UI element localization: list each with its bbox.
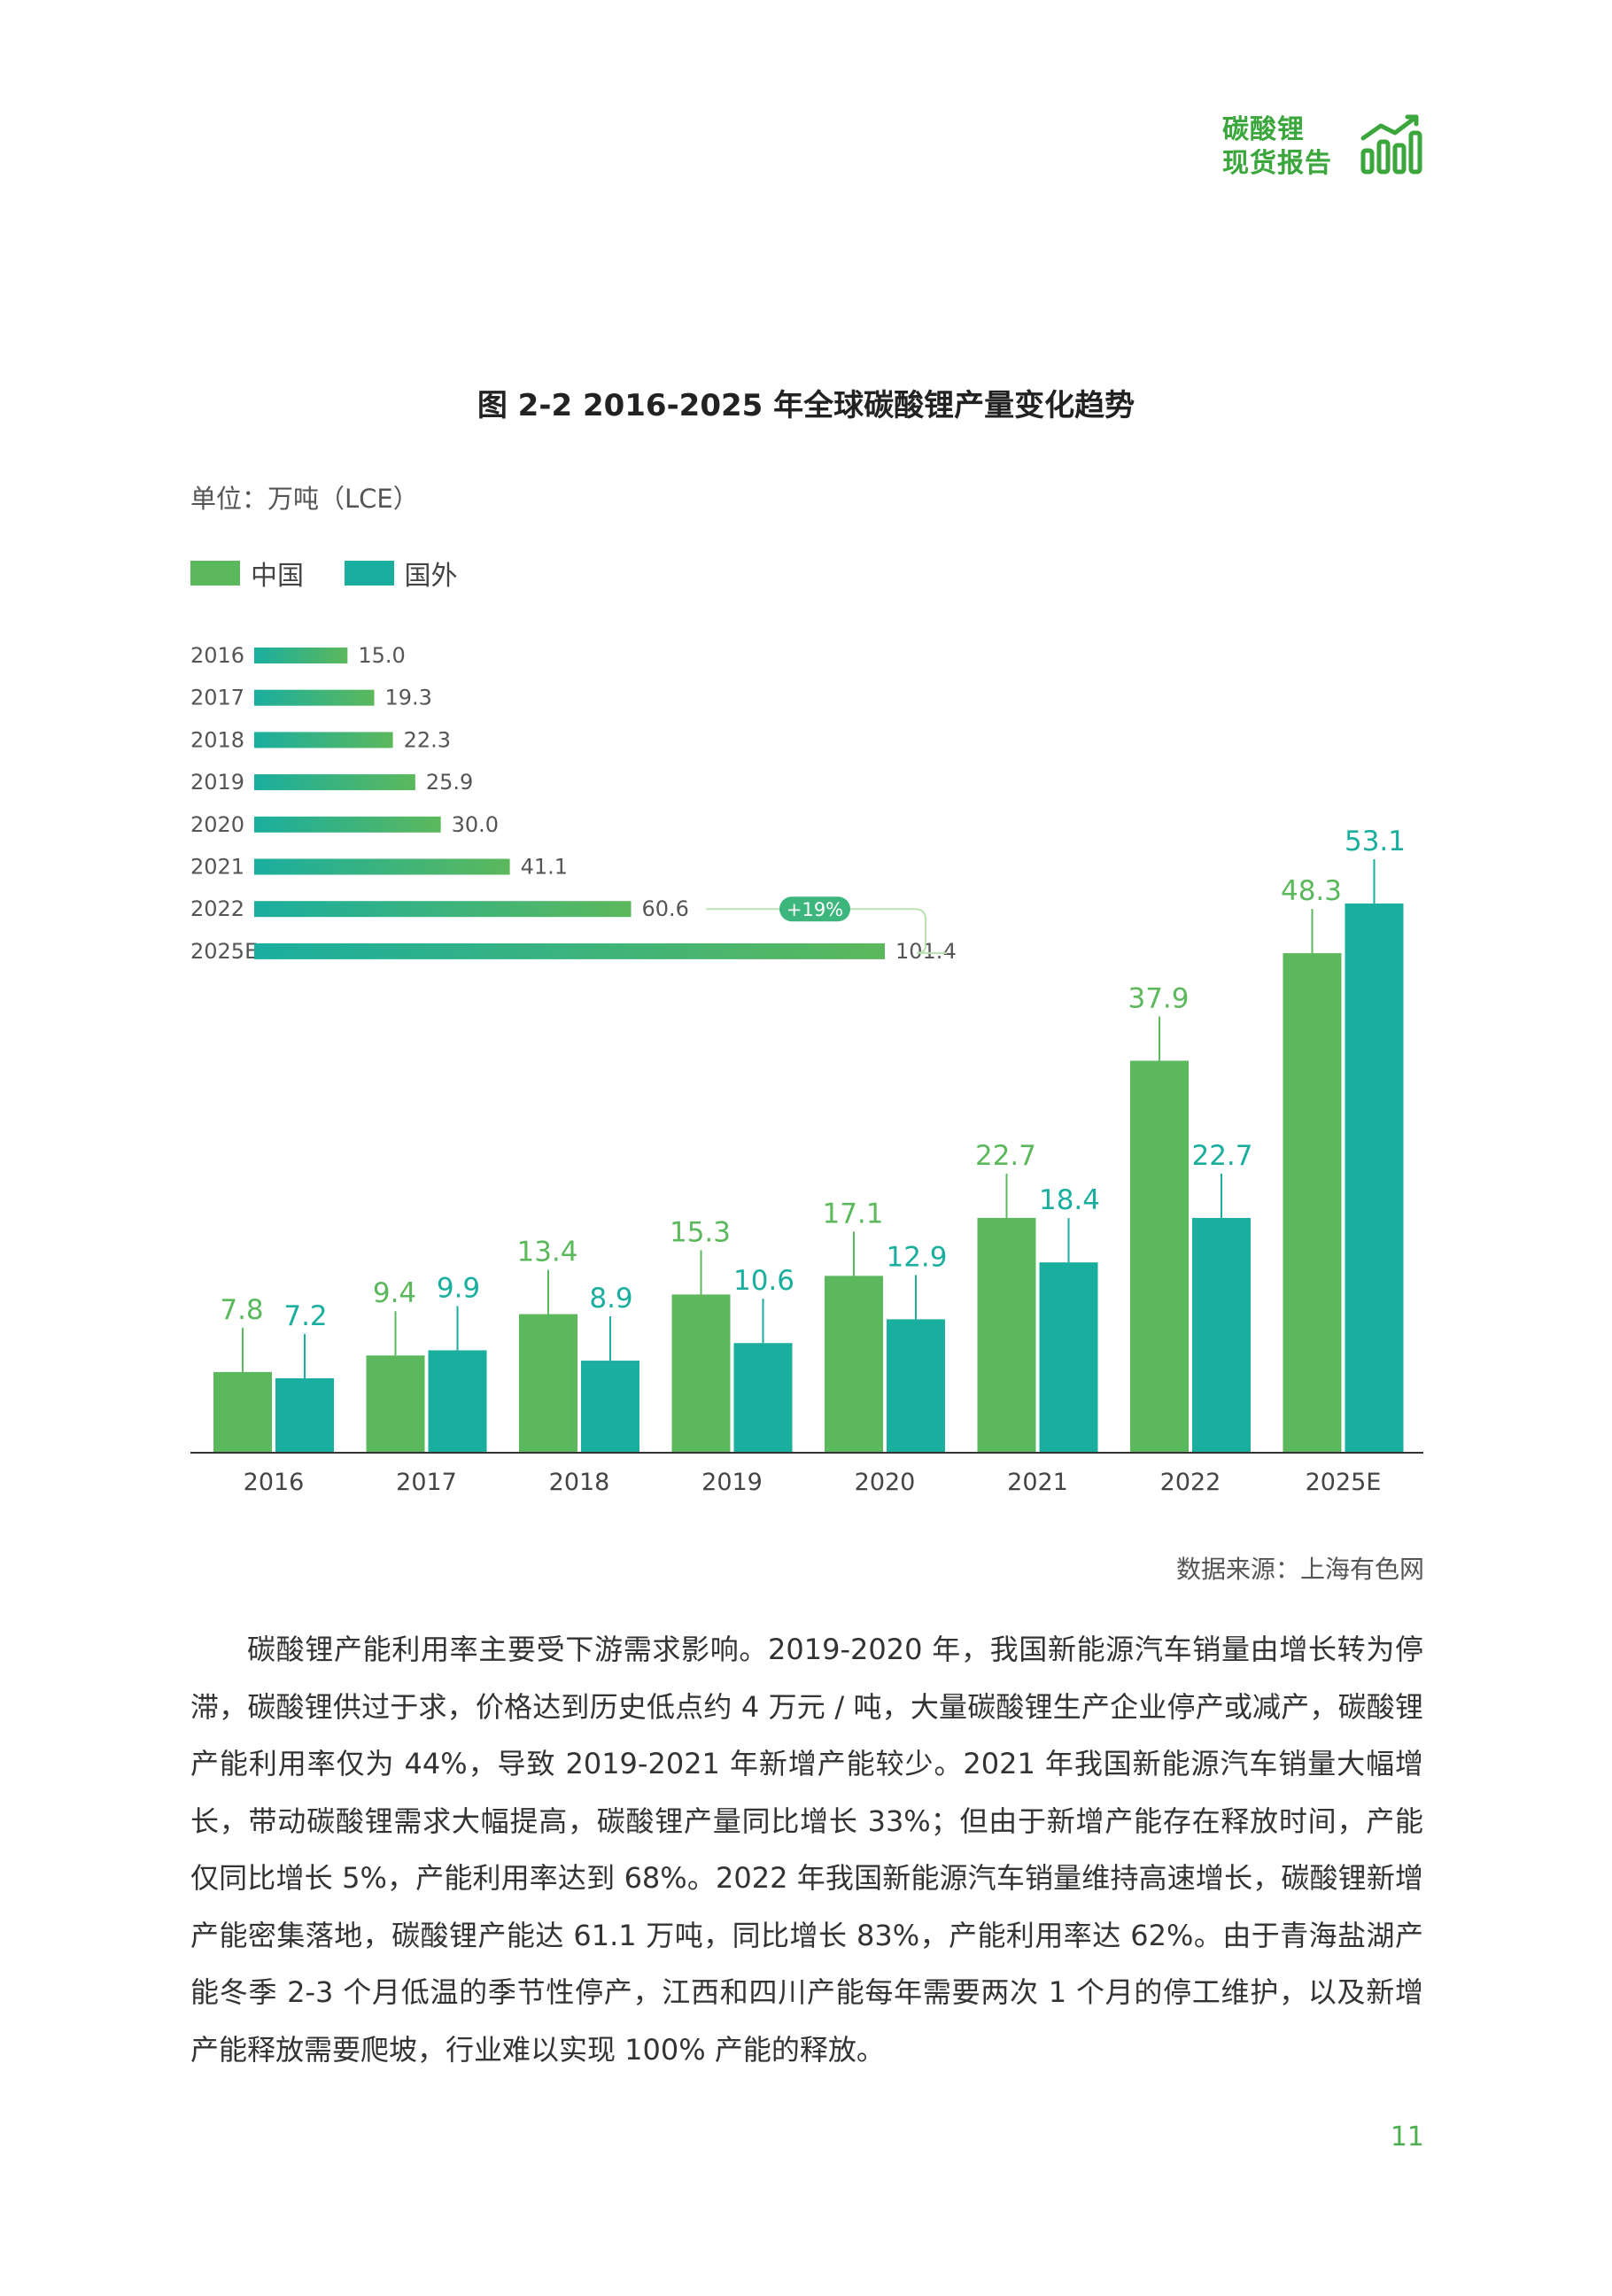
china-value-label: 9.4 bbox=[373, 1277, 416, 1309]
x-tick-label: 2025E bbox=[1306, 1469, 1382, 1496]
total-bar-year-label: 2017 bbox=[190, 686, 244, 710]
total-bar bbox=[254, 858, 510, 875]
total-bar-year-label: 2021 bbox=[190, 855, 244, 880]
overseas-bar bbox=[1039, 1262, 1098, 1453]
overseas-bar bbox=[275, 1377, 334, 1453]
vertical-grouped-bars: 7.8 7.2 2016 9.4 9.9 2017 13.4 8.9 2018 15.310.6 2… bbox=[190, 826, 1423, 1496]
chart-legend: 中国 国外 bbox=[190, 554, 490, 593]
unit-label: 单位：万吨（LCE） bbox=[190, 484, 419, 514]
overseas-bar bbox=[733, 1343, 793, 1453]
china-bar bbox=[519, 1314, 577, 1453]
body-paragraph: 碳酸锂产能利用率主要受下游需求影响。2019-2020 年，我国新能源汽车销量由… bbox=[190, 1633, 1423, 2067]
growth-badge bbox=[779, 896, 850, 922]
china-bar bbox=[671, 1294, 731, 1453]
total-bar bbox=[254, 816, 441, 833]
total-bar-value-label: 25.9 bbox=[426, 770, 473, 795]
total-bar-value-label: 41.1 bbox=[521, 855, 568, 880]
total-bar-year-label: 2022 bbox=[190, 896, 244, 921]
china-bar bbox=[825, 1276, 883, 1453]
overseas-value-label: 18.4 bbox=[1039, 1184, 1100, 1216]
growth-connector-line bbox=[706, 908, 947, 954]
horizontal-total-bars: 2016 15.0 2017 19.3 2018 22.3 2019 25.9 2020 30.0… bbox=[190, 643, 957, 964]
bar-chart-trend-icon bbox=[1360, 114, 1422, 175]
overseas-value-label: 10.6 bbox=[733, 1265, 794, 1297]
china-value-label: 17.1 bbox=[822, 1198, 883, 1229]
overseas-value-label: 8.9 bbox=[589, 1283, 632, 1315]
total-bar-value-label: 60.6 bbox=[642, 896, 689, 921]
china-bar bbox=[977, 1217, 1036, 1453]
x-tick-label: 2020 bbox=[855, 1469, 916, 1496]
body-paragraph-block: 碳酸锂产能利用率主要受下游需求影响。2019-2020 年，我国新能源汽车销量由… bbox=[190, 1621, 1423, 2078]
logo-line-1: 碳酸锂 bbox=[1222, 114, 1305, 145]
total-bar bbox=[254, 689, 375, 706]
overseas-value-label: 53.1 bbox=[1345, 826, 1406, 857]
total-bar-value-label: 30.0 bbox=[452, 812, 499, 837]
overseas-bar bbox=[887, 1319, 945, 1453]
x-tick-label: 2019 bbox=[701, 1469, 763, 1496]
legend-item-china: 中国 bbox=[190, 554, 304, 593]
total-bar bbox=[254, 732, 393, 749]
total-bar bbox=[254, 901, 632, 918]
overseas-value-label: 9.9 bbox=[437, 1272, 480, 1304]
overseas-value-label: 12.9 bbox=[886, 1241, 947, 1273]
china-value-label: 15.3 bbox=[670, 1216, 731, 1248]
china-value-label: 48.3 bbox=[1281, 875, 1342, 907]
legend-swatch-china bbox=[190, 561, 240, 586]
total-bar-value-label: 19.3 bbox=[385, 686, 432, 710]
total-bar-year-label: 2019 bbox=[190, 770, 244, 795]
total-bar-year-label: 2016 bbox=[190, 643, 244, 668]
overseas-bar bbox=[581, 1361, 639, 1453]
x-tick-label: 2018 bbox=[549, 1469, 610, 1496]
total-bar bbox=[254, 942, 885, 959]
legend-label-overseas: 国外 bbox=[404, 561, 458, 592]
legend-label-china: 中国 bbox=[251, 561, 304, 592]
china-bar bbox=[366, 1355, 425, 1453]
china-value-label: 7.8 bbox=[220, 1294, 263, 1326]
china-bar bbox=[1283, 953, 1342, 1453]
figure-title: 图 2-2 2016-2025 年全球碳酸锂产量变化趋势 bbox=[477, 388, 1135, 423]
legend-item-overseas: 国外 bbox=[344, 554, 458, 593]
page-number: 11 bbox=[1390, 2121, 1424, 2152]
total-bar-value-label: 15.0 bbox=[358, 643, 405, 668]
logo-line-2: 现货报告 bbox=[1222, 148, 1332, 179]
overseas-value-label: 22.7 bbox=[1191, 1140, 1252, 1172]
x-tick-label: 2016 bbox=[244, 1469, 305, 1496]
total-bar-year-label: 2018 bbox=[190, 727, 244, 752]
overseas-bar bbox=[428, 1350, 487, 1453]
overseas-value-label: 7.2 bbox=[283, 1300, 327, 1332]
china-value-label: 37.9 bbox=[1128, 982, 1189, 1014]
total-bar-year-label: 2025E bbox=[190, 939, 258, 964]
production-chart: 2016 15.0 2017 19.3 2018 22.3 2019 25.9 2020 30.0… bbox=[190, 643, 1423, 1496]
overseas-bar bbox=[1192, 1217, 1251, 1453]
x-tick-label: 2022 bbox=[1160, 1469, 1221, 1496]
total-bar-value-label: 22.3 bbox=[404, 727, 451, 752]
growth-badge-label: +19% bbox=[787, 899, 843, 920]
x-tick-label: 2017 bbox=[396, 1469, 457, 1496]
china-bar bbox=[213, 1371, 272, 1453]
total-bar bbox=[254, 774, 415, 791]
china-value-label: 13.4 bbox=[516, 1237, 577, 1268]
total-bar-year-label: 2020 bbox=[190, 812, 244, 837]
overseas-bar bbox=[1345, 904, 1404, 1453]
china-bar bbox=[1130, 1060, 1189, 1453]
total-bar bbox=[254, 648, 348, 663]
china-value-label: 22.7 bbox=[975, 1140, 1036, 1172]
report-logo-text: 碳酸锂 现货报告 bbox=[1222, 113, 1346, 181]
data-source: 数据来源：上海有色网 bbox=[1175, 1555, 1424, 1584]
x-tick-label: 2021 bbox=[1007, 1469, 1068, 1496]
legend-swatch-overseas bbox=[344, 561, 394, 586]
